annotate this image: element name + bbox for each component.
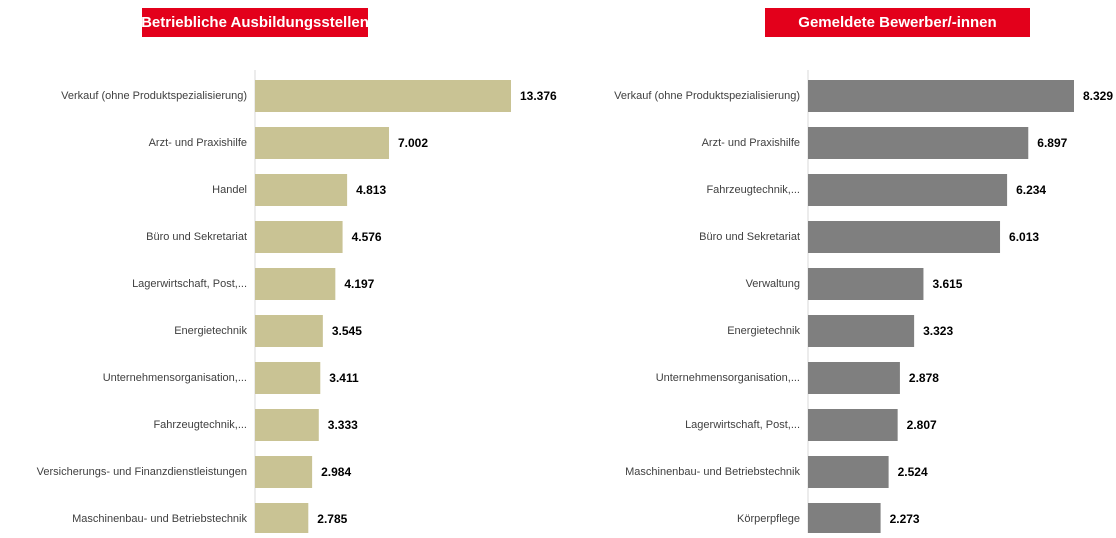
chart-title: Betriebliche Ausbildungsstellen <box>141 14 369 31</box>
value-label: 3.615 <box>932 277 962 291</box>
value-label: 3.411 <box>329 371 359 385</box>
value-label: 7.002 <box>398 136 428 150</box>
category-label: Energietechnik <box>174 325 247 337</box>
value-label: 4.197 <box>344 277 374 291</box>
value-label: 3.333 <box>328 418 358 432</box>
category-label: Arzt- und Praxishilfe <box>702 137 800 149</box>
bar <box>255 221 343 253</box>
bar <box>808 127 1029 159</box>
value-label: 3.323 <box>923 324 953 338</box>
value-label: 4.576 <box>352 230 382 244</box>
bar <box>255 409 319 441</box>
bar <box>255 127 390 159</box>
bar <box>808 503 881 535</box>
bar <box>255 315 323 347</box>
category-label: Büro und Sekretariat <box>146 231 247 243</box>
value-label: 13.376 <box>520 89 557 103</box>
category-label: Fahrzeugtechnik,... <box>706 184 800 196</box>
category-label: Unternehmensorganisation,... <box>656 372 800 384</box>
value-label: 2.984 <box>321 465 351 479</box>
category-label: Maschinenbau- und Betriebstechnik <box>72 513 247 525</box>
bar <box>808 409 898 441</box>
bar <box>255 268 336 300</box>
value-label: 2.785 <box>317 512 347 526</box>
category-label: Maschinenbau- und Betriebstechnik <box>625 466 800 478</box>
bar <box>808 268 924 300</box>
title-box <box>142 8 368 37</box>
category-label: Fahrzeugtechnik,... <box>153 419 247 431</box>
category-label: Körperpflege <box>737 513 800 525</box>
value-label: 2.878 <box>909 371 939 385</box>
chart-title: Gemeldete Bewerber/-innen <box>798 14 996 31</box>
value-label: 6.234 <box>1016 183 1046 197</box>
value-label: 2.807 <box>907 418 937 432</box>
value-label: 4.813 <box>356 183 386 197</box>
value-label: 8.329 <box>1083 89 1113 103</box>
value-label: 2.524 <box>898 465 928 479</box>
category-label: Unternehmensorganisation,... <box>103 372 247 384</box>
value-label: 6.897 <box>1037 136 1067 150</box>
bar <box>255 503 309 535</box>
bar <box>808 456 889 488</box>
bar <box>808 174 1008 206</box>
category-label: Verkauf (ohne Produktspezialisierung) <box>614 90 800 102</box>
category-label: Energietechnik <box>727 325 800 337</box>
category-label: Verwaltung <box>746 278 800 290</box>
bar <box>255 174 348 206</box>
title-box <box>765 8 1030 37</box>
category-label: Versicherungs- und Finanzdienstleistunge… <box>37 466 247 478</box>
category-label: Lagerwirtschaft, Post,... <box>685 419 800 431</box>
bar <box>808 315 915 347</box>
bar <box>255 80 511 112</box>
category-label: Büro und Sekretariat <box>699 231 800 243</box>
category-label: Handel <box>212 184 247 196</box>
value-label: 2.273 <box>890 512 920 526</box>
bar <box>255 456 313 488</box>
category-label: Lagerwirtschaft, Post,... <box>132 278 247 290</box>
bar <box>255 362 321 394</box>
bar <box>808 80 1074 112</box>
bar <box>808 221 1001 253</box>
value-label: 6.013 <box>1009 230 1039 244</box>
bar <box>808 362 900 394</box>
category-label: Verkauf (ohne Produktspezialisierung) <box>61 90 247 102</box>
value-label: 3.545 <box>332 324 362 338</box>
category-label: Arzt- und Praxishilfe <box>149 137 247 149</box>
